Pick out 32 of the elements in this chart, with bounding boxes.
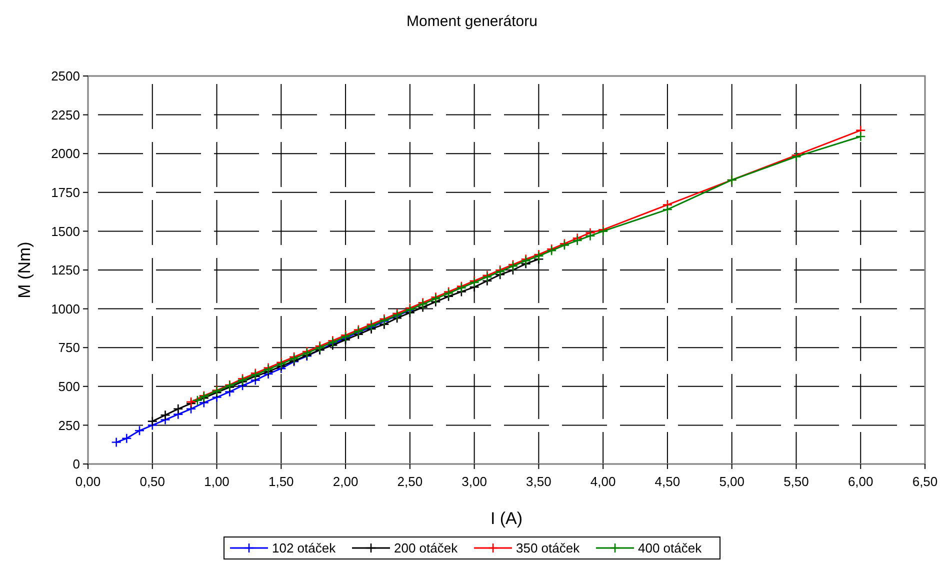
- y-tick-label: 2500: [51, 68, 80, 84]
- legend-label: 400 otáček: [638, 540, 702, 556]
- legend-label: 350 otáček: [516, 540, 580, 556]
- y-tick-label: 1250: [51, 262, 80, 278]
- x-tick-label: 1,00: [204, 474, 230, 489]
- chart-title: Moment generátoru: [406, 13, 538, 30]
- y-tick-label: 1750: [51, 184, 80, 200]
- y-tick-label: 0: [72, 456, 80, 472]
- x-tick-label: 2,00: [332, 474, 358, 489]
- legend-label: 102 otáček: [272, 540, 336, 556]
- x-tick-label: 4,50: [654, 474, 680, 489]
- x-tick-label: 2,50: [397, 474, 423, 489]
- y-axis-title: M (Nm): [15, 242, 34, 298]
- x-tick-label: 4,00: [590, 474, 616, 489]
- x-tick-label: 1,50: [268, 474, 294, 489]
- y-tick-label: 1500: [51, 224, 80, 239]
- x-tick-label: 3,50: [526, 474, 552, 489]
- x-tick-label: 0,00: [75, 474, 101, 489]
- x-tick-label: 0,50: [140, 474, 166, 489]
- y-tick-label: 1000: [51, 301, 80, 316]
- x-tick-label: 6,00: [848, 474, 874, 489]
- y-tick-label: 750: [58, 340, 80, 356]
- y-tick-label: 500: [58, 378, 80, 394]
- y-tick-label: 2000: [51, 146, 80, 162]
- legend-label: 200 otáček: [394, 540, 458, 556]
- x-tick-label: 3,00: [462, 474, 487, 489]
- y-tick-label: 2250: [51, 107, 80, 122]
- x-tick-label: 5,50: [784, 474, 809, 489]
- x-axis-title: I (A): [490, 509, 523, 528]
- x-tick-label: 6,50: [912, 474, 938, 489]
- y-tick-label: 250: [58, 418, 80, 433]
- x-tick-label: 5,00: [719, 474, 744, 489]
